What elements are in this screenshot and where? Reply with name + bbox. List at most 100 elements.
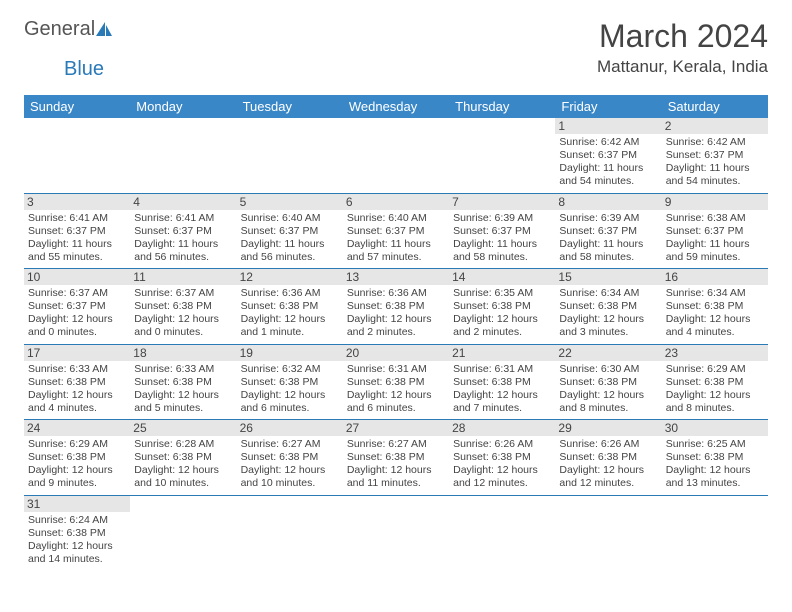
calendar-day-cell: 18Sunrise: 6:33 AMSunset: 6:38 PMDayligh… <box>130 344 236 420</box>
sunset-text: Sunset: 6:37 PM <box>453 225 551 238</box>
sunrise-text: Sunrise: 6:40 AM <box>347 212 445 225</box>
title-block: March 2024 Mattanur, Kerala, India <box>597 18 768 77</box>
daylight-text: Daylight: 12 hours and 0 minutes. <box>134 313 232 339</box>
day-info: Sunrise: 6:29 AMSunset: 6:38 PMDaylight:… <box>28 438 126 491</box>
sunset-text: Sunset: 6:38 PM <box>241 376 339 389</box>
day-number: 7 <box>449 194 555 210</box>
sunrise-text: Sunrise: 6:36 AM <box>347 287 445 300</box>
calendar-day-cell: 22 Sunrise: 6:30 AMSunset: 6:38 PMDayligh… <box>555 344 661 420</box>
sunset-text: Sunset: 6:38 PM <box>453 300 551 313</box>
day-info: Sunrise: 6:42 AMSunset: 6:37 PMDaylight:… <box>559 136 657 189</box>
day-number: 14 <box>449 269 555 285</box>
calendar-day-cell: 15 Sunrise: 6:34 AMSunset: 6:38 PMDayligh… <box>555 269 661 345</box>
calendar-week-row: 17Sunrise: 6:33 AMSunset: 6:38 PMDayligh… <box>24 344 768 420</box>
day-info: Sunrise: 6:34 AMSunset: 6:38 PMDaylight:… <box>559 287 657 340</box>
day-info: Sunrise: 6:27 AMSunset: 6:38 PMDaylight:… <box>241 438 339 491</box>
sunset-text: Sunset: 6:37 PM <box>241 225 339 238</box>
sunrise-text: Sunrise: 6:24 AM <box>28 514 126 527</box>
sunrise-text: Sunrise: 6:30 AM <box>559 363 657 376</box>
day-number: 9 <box>662 194 768 210</box>
day-info: Sunrise: 6:41 AMSunset: 6:37 PMDaylight:… <box>134 212 232 265</box>
day-info: Sunrise: 6:36 AMSunset: 6:38 PMDaylight:… <box>241 287 339 340</box>
day-number: 31 <box>24 496 130 512</box>
weekday-header: Friday <box>555 95 661 118</box>
weekday-header: Saturday <box>662 95 768 118</box>
day-number: 25 <box>130 420 236 436</box>
calendar-day-cell <box>237 495 343 570</box>
weekday-header: Thursday <box>449 95 555 118</box>
sunset-text: Sunset: 6:37 PM <box>559 149 657 162</box>
day-info: Sunrise: 6:38 AMSunset: 6:37 PMDaylight:… <box>666 212 764 265</box>
day-number: 19 <box>237 345 343 361</box>
calendar-day-cell: 21Sunrise: 6:31 AMSunset: 6:38 PMDayligh… <box>449 344 555 420</box>
daylight-text: Daylight: 11 hours and 58 minutes. <box>453 238 551 264</box>
sunset-text: Sunset: 6:37 PM <box>134 225 232 238</box>
calendar-day-cell: 7 Sunrise: 6:39 AMSunset: 6:37 PMDaylight… <box>449 193 555 269</box>
sunrise-text: Sunrise: 6:36 AM <box>241 287 339 300</box>
day-info: Sunrise: 6:36 AMSunset: 6:38 PMDaylight:… <box>347 287 445 340</box>
sunset-text: Sunset: 6:38 PM <box>453 376 551 389</box>
day-info: Sunrise: 6:32 AMSunset: 6:38 PMDaylight:… <box>241 363 339 416</box>
daylight-text: Daylight: 12 hours and 0 minutes. <box>28 313 126 339</box>
day-number: 12 <box>237 269 343 285</box>
daylight-text: Daylight: 11 hours and 59 minutes. <box>666 238 764 264</box>
calendar-day-cell: 30Sunrise: 6:25 AMSunset: 6:38 PMDayligh… <box>662 420 768 496</box>
daylight-text: Daylight: 12 hours and 4 minutes. <box>666 313 764 339</box>
day-number: 3 <box>24 194 130 210</box>
day-info: Sunrise: 6:39 AMSunset: 6:37 PMDaylight:… <box>559 212 657 265</box>
sunset-text: Sunset: 6:38 PM <box>28 451 126 464</box>
calendar-day-cell <box>130 495 236 570</box>
day-number: 11 <box>130 269 236 285</box>
daylight-text: Daylight: 12 hours and 8 minutes. <box>666 389 764 415</box>
day-number: 22 <box>555 345 661 361</box>
daylight-text: Daylight: 12 hours and 12 minutes. <box>559 464 657 490</box>
daylight-text: Daylight: 12 hours and 2 minutes. <box>453 313 551 339</box>
day-info: Sunrise: 6:30 AMSunset: 6:38 PMDaylight:… <box>559 363 657 416</box>
day-number: 21 <box>449 345 555 361</box>
daylight-text: Daylight: 12 hours and 9 minutes. <box>28 464 126 490</box>
calendar-day-cell <box>130 118 236 193</box>
sunrise-text: Sunrise: 6:42 AM <box>666 136 764 149</box>
calendar-day-cell: 28Sunrise: 6:26 AMSunset: 6:38 PMDayligh… <box>449 420 555 496</box>
daylight-text: Daylight: 12 hours and 6 minutes. <box>241 389 339 415</box>
sunrise-text: Sunrise: 6:32 AM <box>241 363 339 376</box>
calendar-day-cell: 2Sunrise: 6:42 AMSunset: 6:37 PMDaylight… <box>662 118 768 193</box>
day-number: 15 <box>555 269 661 285</box>
daylight-text: Daylight: 12 hours and 14 minutes. <box>28 540 126 566</box>
calendar-week-row: 24Sunrise: 6:29 AMSunset: 6:38 PMDayligh… <box>24 420 768 496</box>
sunrise-text: Sunrise: 6:34 AM <box>559 287 657 300</box>
daylight-text: Daylight: 11 hours and 58 minutes. <box>559 238 657 264</box>
sunrise-text: Sunrise: 6:41 AM <box>28 212 126 225</box>
daylight-text: Daylight: 12 hours and 1 minute. <box>241 313 339 339</box>
day-info: Sunrise: 6:24 AMSunset: 6:38 PMDaylight:… <box>28 514 126 567</box>
calendar-day-cell: 9 Sunrise: 6:38 AMSunset: 6:37 PMDaylight… <box>662 193 768 269</box>
daylight-text: Daylight: 11 hours and 54 minutes. <box>559 162 657 188</box>
sunrise-text: Sunrise: 6:31 AM <box>453 363 551 376</box>
calendar-day-cell: 12 Sunrise: 6:36 AMSunset: 6:38 PMDayligh… <box>237 269 343 345</box>
calendar-day-cell <box>662 495 768 570</box>
sunrise-text: Sunrise: 6:39 AM <box>559 212 657 225</box>
sunrise-text: Sunrise: 6:25 AM <box>666 438 764 451</box>
calendar-day-cell: 4 Sunrise: 6:41 AMSunset: 6:37 PMDaylight… <box>130 193 236 269</box>
day-number: 23 <box>662 345 768 361</box>
sunrise-text: Sunrise: 6:41 AM <box>134 212 232 225</box>
calendar-day-cell <box>449 118 555 193</box>
daylight-text: Daylight: 12 hours and 10 minutes. <box>241 464 339 490</box>
day-info: Sunrise: 6:29 AMSunset: 6:38 PMDaylight:… <box>666 363 764 416</box>
sunset-text: Sunset: 6:38 PM <box>241 451 339 464</box>
daylight-text: Daylight: 12 hours and 2 minutes. <box>347 313 445 339</box>
weekday-header: Tuesday <box>237 95 343 118</box>
calendar-day-cell: 11Sunrise: 6:37 AMSunset: 6:38 PMDayligh… <box>130 269 236 345</box>
day-number: 16 <box>662 269 768 285</box>
sunset-text: Sunset: 6:38 PM <box>559 451 657 464</box>
calendar-header-row: Sunday Monday Tuesday Wednesday Thursday… <box>24 95 768 118</box>
sunset-text: Sunset: 6:38 PM <box>134 451 232 464</box>
calendar-week-row: 3Sunrise: 6:41 AMSunset: 6:37 PMDaylight… <box>24 193 768 269</box>
sunrise-text: Sunrise: 6:39 AM <box>453 212 551 225</box>
day-number: 4 <box>130 194 236 210</box>
sunset-text: Sunset: 6:37 PM <box>559 225 657 238</box>
weekday-header: Wednesday <box>343 95 449 118</box>
sunrise-text: Sunrise: 6:29 AM <box>28 438 126 451</box>
sunrise-text: Sunrise: 6:26 AM <box>559 438 657 451</box>
day-number: 13 <box>343 269 449 285</box>
